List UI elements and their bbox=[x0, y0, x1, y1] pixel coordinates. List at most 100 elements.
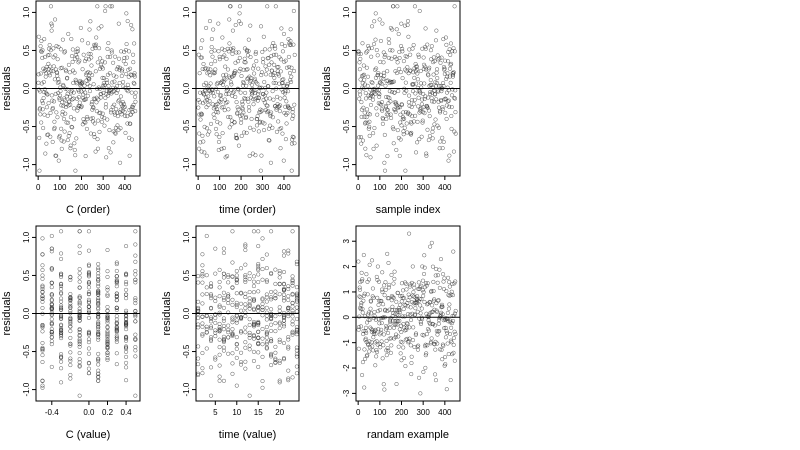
scatter-point bbox=[427, 65, 432, 70]
scatter-point bbox=[114, 274, 119, 279]
scatter-point bbox=[208, 306, 214, 311]
scatter-point bbox=[449, 93, 455, 98]
scatter-point bbox=[225, 46, 230, 51]
scatter-point bbox=[407, 336, 412, 341]
scatter-point bbox=[236, 50, 241, 55]
scatter-point bbox=[277, 321, 282, 326]
scatter-point bbox=[217, 279, 222, 284]
scatter-point bbox=[290, 279, 295, 284]
scatter-point bbox=[255, 117, 260, 122]
scatter-point bbox=[361, 72, 367, 77]
scatter-point bbox=[96, 276, 101, 282]
scatter-point bbox=[410, 114, 415, 119]
scatter-point bbox=[444, 387, 449, 392]
scatter-point bbox=[230, 361, 235, 366]
scatter-point bbox=[215, 80, 220, 85]
x-tick-label: -0.4 bbox=[45, 408, 59, 417]
scatter-point bbox=[59, 103, 64, 108]
scatter-point bbox=[291, 42, 296, 47]
scatter-point bbox=[226, 49, 231, 54]
scatter-point bbox=[225, 100, 230, 105]
scatter-point bbox=[243, 277, 248, 282]
scatter-point bbox=[408, 312, 413, 317]
scatter-point bbox=[260, 342, 265, 347]
scatter-point bbox=[392, 276, 397, 281]
scatter-point bbox=[241, 81, 246, 86]
scatter-point bbox=[200, 280, 205, 285]
scatter-point bbox=[61, 139, 66, 144]
scatter-point bbox=[114, 279, 119, 284]
scatter-point bbox=[412, 345, 417, 350]
scatter-point bbox=[440, 357, 445, 362]
scatter-point bbox=[423, 46, 428, 51]
scatter-point bbox=[426, 138, 431, 143]
scatter-point bbox=[114, 262, 119, 267]
scatter-point bbox=[118, 160, 123, 165]
scatter-point bbox=[68, 291, 73, 297]
scatter-point bbox=[202, 67, 207, 72]
scatter-point bbox=[86, 310, 91, 315]
scatter-point bbox=[266, 55, 271, 61]
scatter-point bbox=[68, 303, 73, 309]
scatter-point bbox=[395, 4, 400, 9]
scatter-point bbox=[431, 289, 436, 294]
scatter-point bbox=[251, 284, 256, 289]
scatter-point bbox=[132, 74, 137, 79]
scatter-point bbox=[105, 287, 110, 292]
scatter-point bbox=[100, 59, 105, 64]
scatter-point bbox=[438, 60, 443, 65]
scatter-point bbox=[37, 168, 42, 173]
scatter-point bbox=[105, 345, 110, 350]
scatter-point bbox=[127, 108, 132, 113]
scatter-point bbox=[410, 338, 416, 343]
scatter-point bbox=[200, 366, 205, 371]
scatter-point bbox=[409, 372, 414, 377]
scatter-point bbox=[424, 283, 429, 288]
scatter-point bbox=[373, 67, 378, 72]
scatter-point bbox=[133, 242, 138, 247]
scatter-point bbox=[201, 61, 206, 67]
scatter-point bbox=[247, 335, 252, 340]
scatter-point bbox=[402, 296, 407, 301]
scatter-point bbox=[379, 76, 384, 81]
scatter-point bbox=[118, 107, 123, 112]
scatter-point bbox=[425, 327, 430, 332]
scatter-point bbox=[448, 62, 453, 67]
scatter-point bbox=[226, 294, 231, 299]
scatter-point bbox=[269, 54, 274, 59]
scatter-point bbox=[356, 135, 362, 140]
scatter-point bbox=[357, 285, 362, 290]
scatter-point bbox=[203, 66, 208, 71]
scatter-point bbox=[115, 123, 120, 128]
scatter-point bbox=[443, 355, 448, 360]
scatter-point bbox=[290, 280, 295, 286]
scatter-point bbox=[294, 371, 299, 376]
scatter-point bbox=[443, 58, 448, 63]
scatter-point bbox=[251, 306, 256, 311]
scatter-point bbox=[403, 364, 408, 369]
scatter-point bbox=[122, 55, 127, 61]
scatter-point bbox=[204, 233, 209, 239]
scatter-point bbox=[200, 324, 205, 329]
scatter-point bbox=[264, 252, 269, 257]
scatter-point bbox=[289, 74, 294, 79]
scatter-point bbox=[258, 24, 264, 29]
scatter-point bbox=[391, 127, 396, 132]
scatter-point bbox=[370, 97, 375, 102]
scatter-point bbox=[226, 323, 231, 328]
scatter-point bbox=[377, 92, 382, 97]
scatter-point bbox=[247, 271, 252, 276]
scatter-point bbox=[364, 330, 369, 335]
scatter-point bbox=[246, 49, 251, 54]
scatter-point bbox=[221, 295, 226, 300]
scatter-point bbox=[86, 337, 91, 342]
scatter-point bbox=[437, 329, 442, 334]
scatter-point bbox=[59, 290, 64, 295]
scatter-point bbox=[399, 102, 404, 107]
scatter-point bbox=[233, 94, 238, 99]
scatter-point bbox=[264, 340, 269, 345]
scatter-point bbox=[375, 264, 380, 269]
scatter-point bbox=[217, 378, 222, 383]
scatter-point bbox=[432, 59, 437, 64]
scatter-point bbox=[230, 28, 235, 33]
